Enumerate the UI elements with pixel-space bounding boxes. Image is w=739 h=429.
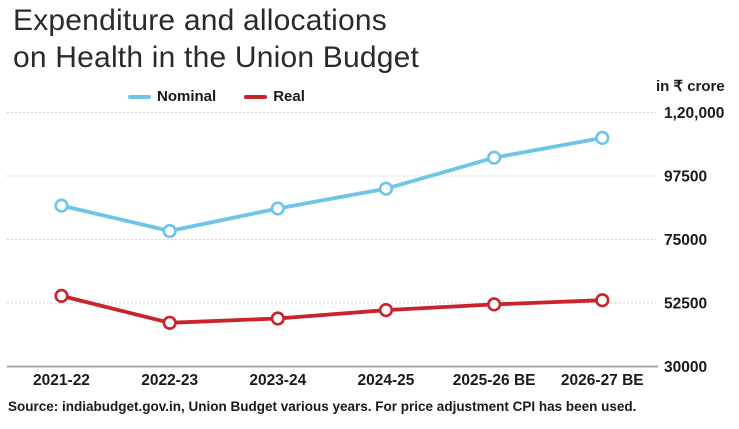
- x-tick-label: 2026-27 BE: [561, 372, 644, 389]
- legend-item-real: Real: [244, 88, 305, 105]
- nominal-data-point: [487, 150, 502, 165]
- x-tick-label: 2022-23: [141, 372, 198, 389]
- real-data-point: [378, 303, 394, 318]
- y-tick-label: 97500: [664, 169, 707, 186]
- y-tick-label: 1,20,000: [664, 105, 724, 122]
- real-data-point: [270, 311, 285, 326]
- legend-label-nominal: Nominal: [157, 88, 217, 105]
- y-axis-unit-label: in ₹ crore: [656, 78, 725, 95]
- real-data-point: [595, 293, 610, 308]
- real-data-point: [162, 315, 177, 330]
- nominal-data-point: [270, 201, 285, 216]
- nominal-data-point: [378, 181, 394, 196]
- legend-item-nominal: Nominal: [128, 88, 216, 105]
- nominal-line: [59, 135, 605, 233]
- source-note: Source: indiabudget.gov.in, Union Budget…: [8, 399, 637, 414]
- nominal-line-swatch-icon: [128, 94, 151, 99]
- chart-legend: Nominal Real: [128, 88, 305, 105]
- y-tick-label: 30000: [664, 359, 707, 376]
- page-title-line2: on Health in the Union Budget: [13, 41, 420, 74]
- real-data-point: [54, 288, 69, 304]
- y-tick-label: 75000: [664, 232, 707, 249]
- legend-label-real: Real: [273, 88, 305, 105]
- real-line: [59, 293, 605, 325]
- real-data-point: [487, 297, 502, 312]
- y-tick-label: 52500: [664, 296, 707, 313]
- x-tick-label: 2025-26 BE: [453, 372, 536, 389]
- nominal-data-point: [595, 130, 610, 145]
- nominal-data-point: [54, 198, 69, 213]
- real-line-swatch-icon: [244, 94, 268, 99]
- x-tick-label: 2024-25: [358, 372, 415, 389]
- nominal-data-point: [162, 223, 177, 239]
- page-title-line1: Expenditure and allocations: [13, 4, 387, 37]
- x-tick-label: 2023-24: [249, 372, 306, 389]
- x-tick-label: 2021-22: [33, 372, 90, 389]
- page-title: Expenditure and allocations on Health in…: [13, 2, 419, 76]
